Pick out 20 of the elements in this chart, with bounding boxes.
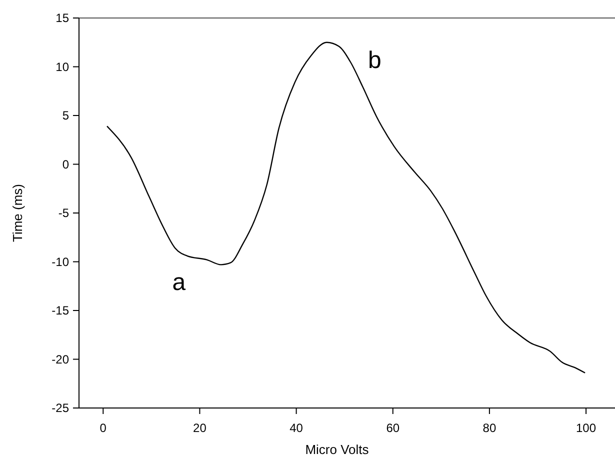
y-tick-label: -25: [52, 401, 70, 416]
y-axis-title: Time (ms): [10, 184, 25, 242]
x-tick-label: 80: [482, 421, 496, 435]
x-tick-label: 0: [100, 421, 107, 435]
y-tick-label: 15: [56, 11, 70, 26]
annotation: b: [368, 46, 382, 74]
x-tick-label: 100: [576, 421, 596, 435]
y-tick-label: -10: [52, 254, 70, 269]
y-tick-label: -20: [52, 352, 70, 366]
x-tick-label: 60: [386, 421, 400, 435]
y-tick-label: -5: [58, 206, 70, 220]
y-tick-label: 10: [56, 60, 70, 74]
y-tick-label: 0: [62, 157, 70, 172]
x-tick-label: 40: [290, 421, 304, 435]
x-tick-label: 20: [193, 421, 207, 435]
y-tick-label: -15: [52, 304, 70, 318]
x-axis-title: Micro Volts: [305, 442, 370, 457]
annotation: a: [172, 269, 186, 296]
y-tick-label: 5: [62, 108, 70, 123]
line-series: [106, 42, 586, 374]
